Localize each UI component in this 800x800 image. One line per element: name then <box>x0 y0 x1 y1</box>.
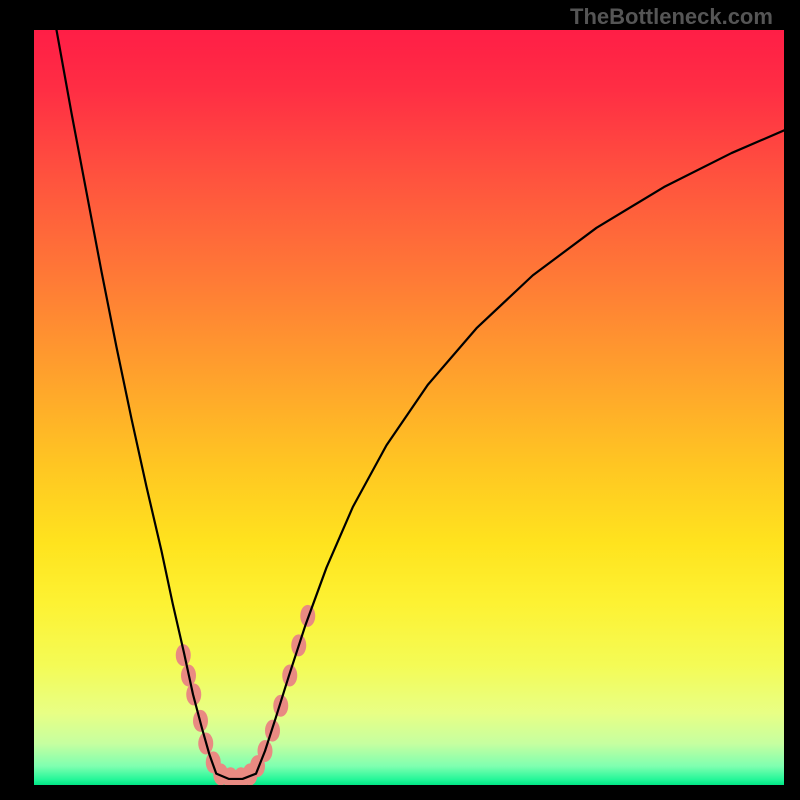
gradient-background <box>34 30 784 785</box>
watermark-text: TheBottleneck.com <box>570 4 773 30</box>
curve-marker <box>273 695 288 717</box>
chart-root: TheBottleneck.com <box>0 0 800 800</box>
plot-area <box>34 30 784 785</box>
plot-svg <box>34 30 784 785</box>
